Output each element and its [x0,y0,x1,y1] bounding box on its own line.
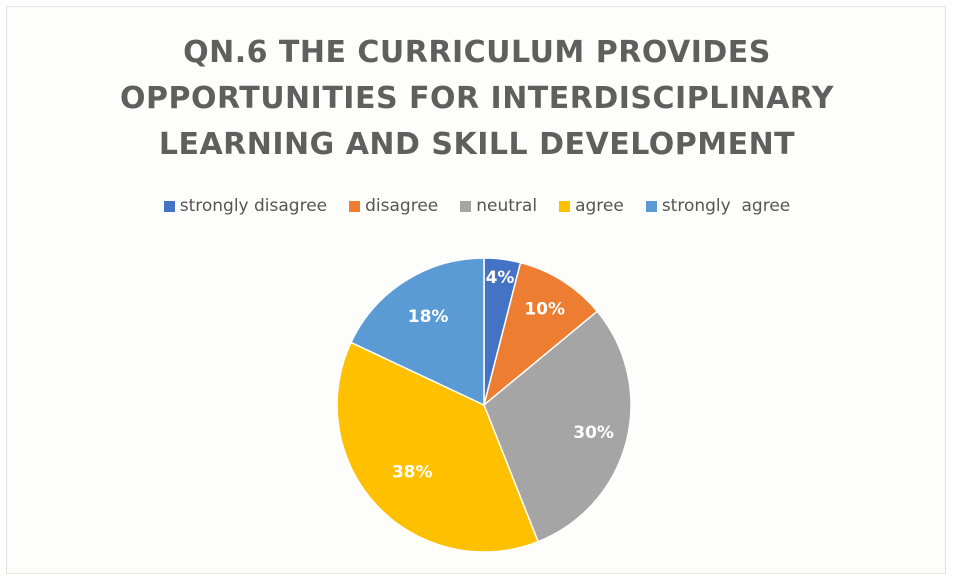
data-label-agree: 38% [392,462,433,482]
data-label-strongly-disagree: 4% [486,268,515,288]
pie-slices [337,258,631,552]
data-label-strongly-agree: 18% [408,307,449,327]
data-label-disagree: 10% [524,299,565,319]
data-label-neutral: 30% [573,423,614,443]
